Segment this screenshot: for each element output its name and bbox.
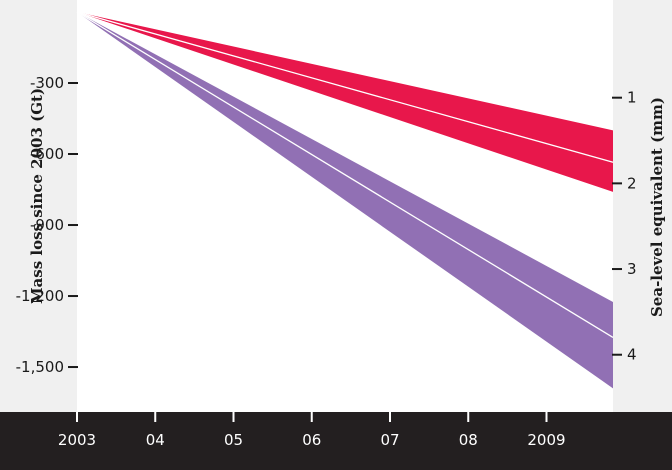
- y-tick-label: -900: [30, 216, 64, 234]
- y2-tick-label: 1: [627, 89, 637, 107]
- y-axis-right: 1 2 3 4: [612, 89, 637, 364]
- series-1-median-line: [76, 11, 614, 163]
- x-tick-label: 04: [146, 431, 165, 449]
- y-tick-label: -1,200: [16, 287, 64, 305]
- y2-axis-title: Sea-level equivalent (mm): [648, 97, 666, 317]
- series-2-uncertainty-band: [77, 12, 613, 389]
- y-tick-label: -1,500: [16, 358, 64, 376]
- x-tick-label: 05: [224, 431, 243, 449]
- y2-tick-label: 2: [627, 174, 637, 192]
- y-tick-label: -300: [30, 74, 64, 92]
- x-tick-label: 07: [380, 431, 399, 449]
- x-axis-band: [0, 412, 672, 470]
- y-axis-title: Mass loss since 2003 (Gt): [28, 88, 46, 304]
- y2-tick-label: 4: [627, 346, 637, 364]
- y2-tick-label: 3: [627, 260, 637, 278]
- x-tick-label: 2003: [58, 431, 96, 449]
- series-1-uncertainty-band: [77, 12, 613, 192]
- y-tick-label: -600: [30, 145, 64, 163]
- x-tick-label: 06: [302, 431, 321, 449]
- x-tick-label: 2009: [527, 431, 565, 449]
- y-axis-left: -300 -600 -900 -1,200 -1,500: [16, 74, 78, 376]
- series-layer: [76, 11, 614, 389]
- x-axis: 2003 04 05 06 07 08 2009: [58, 412, 566, 449]
- series-2-median-line: [76, 11, 614, 338]
- x-tick-label: 08: [459, 431, 478, 449]
